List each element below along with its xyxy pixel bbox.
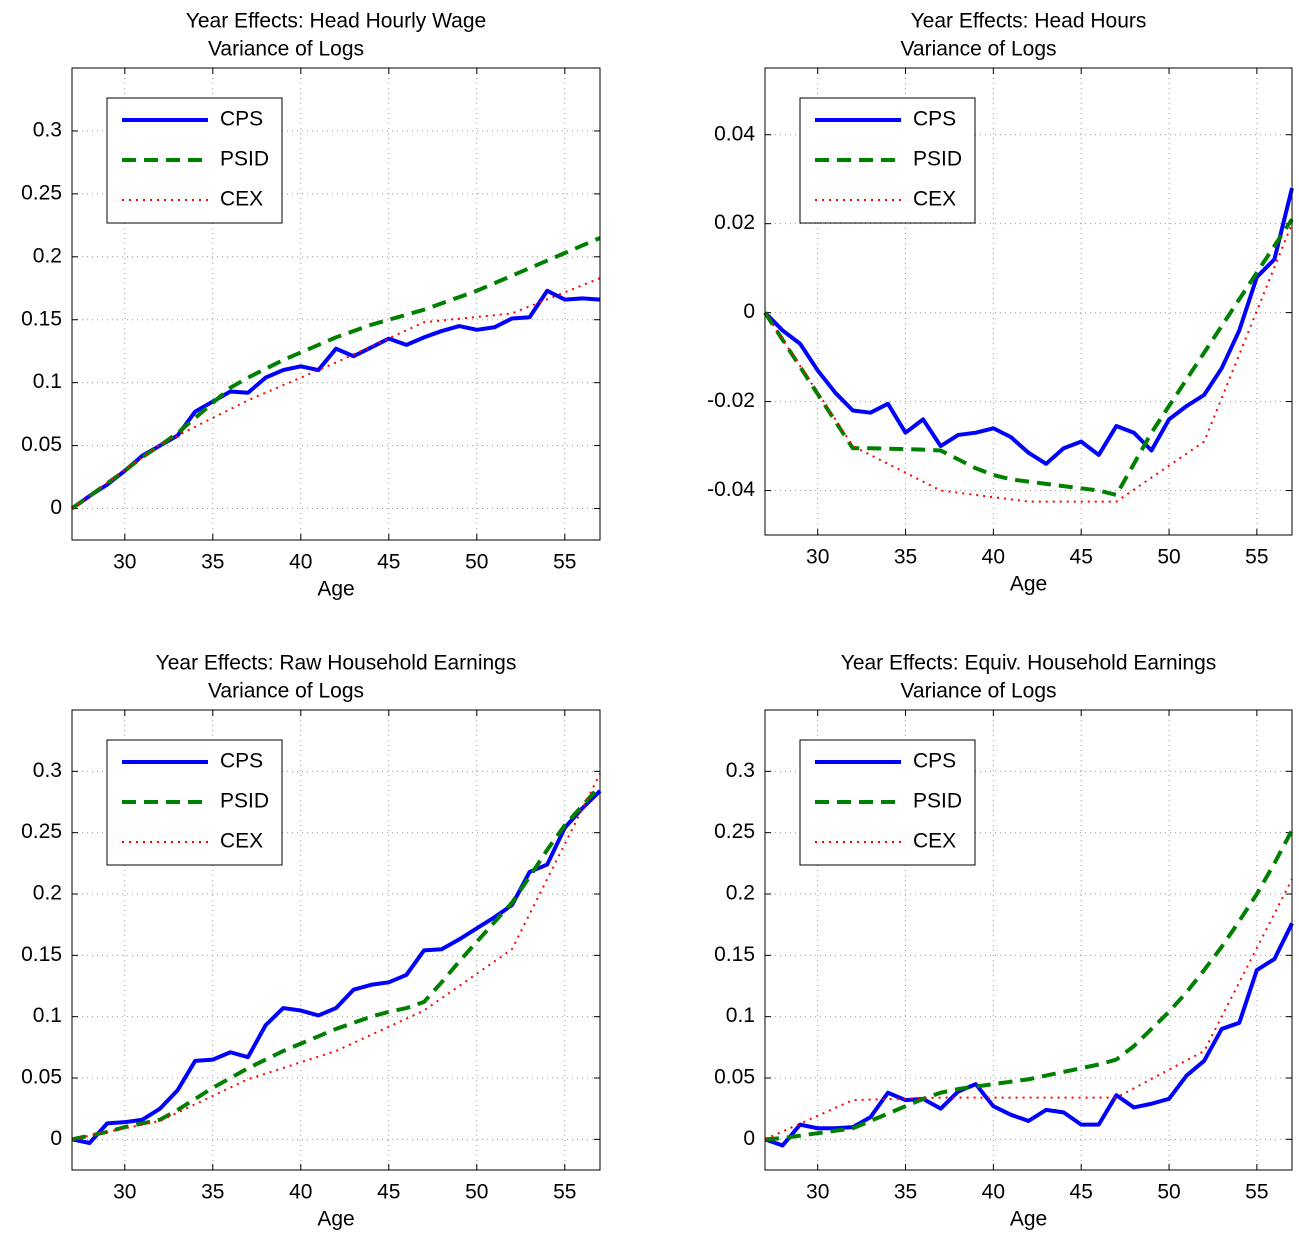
data-line <box>71 773 601 1141</box>
y-tick-label: 0.25 <box>21 181 62 204</box>
data-line <box>763 218 1294 497</box>
x-tick-label: 40 <box>982 546 1005 569</box>
chart-title: Year Effects: Head Hours <box>911 10 1147 33</box>
x-tick-label: 55 <box>553 1181 576 1204</box>
y-tick-label: 0.1 <box>33 1004 62 1027</box>
y-tick-label: 0.15 <box>714 943 755 966</box>
y-tick-label: 0 <box>50 496 62 519</box>
x-axis-label: Age <box>317 578 354 601</box>
x-tick-label: 35 <box>201 1181 224 1204</box>
x-tick-label: 55 <box>553 551 576 574</box>
y-tick-label: -0.04 <box>707 478 755 501</box>
data-line <box>764 223 1293 503</box>
y-tick-label: 0.2 <box>726 882 755 905</box>
x-tick-label: 35 <box>894 546 917 569</box>
y-tick-label: 0.15 <box>21 943 62 966</box>
y-tick-label: 0 <box>743 1127 755 1150</box>
y-tick-label: 0.1 <box>726 1004 755 1027</box>
chart-subtitle: Variance of Logs <box>900 38 1056 61</box>
y-tick-label: 0 <box>50 1127 62 1150</box>
x-tick-label: 45 <box>377 1181 400 1204</box>
legend-label: CEX <box>913 830 956 853</box>
x-tick-label: 40 <box>982 1181 1005 1204</box>
y-tick-label: 0.2 <box>33 244 62 267</box>
y-tick-label: 0.05 <box>714 1066 755 1089</box>
data-line <box>763 187 1294 466</box>
data-line <box>764 829 1294 1142</box>
x-tick-label: 50 <box>465 551 488 574</box>
legend-label: PSID <box>220 148 269 171</box>
y-tick-label: 0.05 <box>21 433 62 456</box>
x-tick-label: 40 <box>289 551 312 574</box>
chart-subtitle: Variance of Logs <box>208 38 364 61</box>
subplot: Year Effects: Head Hours Variance of Logs… <box>707 10 1294 596</box>
x-tick-label: 55 <box>1245 1181 1268 1204</box>
chart-title: Year Effects: Equiv. Household Earnings <box>841 652 1217 675</box>
x-tick-label: 45 <box>1070 546 1093 569</box>
x-tick-label: 30 <box>806 1181 829 1204</box>
x-axis-label: Age <box>317 1208 354 1231</box>
x-tick-label: 40 <box>289 1181 312 1204</box>
y-tick-label: 0.05 <box>21 1066 62 1089</box>
y-tick-label: 0.3 <box>726 759 755 782</box>
y-tick-label: 0.02 <box>714 211 755 234</box>
x-tick-label: 30 <box>806 546 829 569</box>
y-tick-label: 0.25 <box>714 820 755 843</box>
legend-label: CEX <box>220 188 263 211</box>
x-tick-label: 50 <box>1157 1181 1180 1204</box>
legend-label: CEX <box>220 830 263 853</box>
data-line <box>764 878 1293 1141</box>
chart-title: Year Effects: Raw Household Earnings <box>156 652 517 675</box>
x-tick-label: 50 <box>1157 546 1180 569</box>
y-tick-label: 0 <box>743 300 755 323</box>
x-tick-label: 45 <box>377 551 400 574</box>
x-tick-label: 45 <box>1070 1181 1093 1204</box>
y-tick-label: 0.2 <box>33 882 62 905</box>
y-tick-label: 0.25 <box>21 820 62 843</box>
x-axis-label: Age <box>1010 573 1047 596</box>
x-tick-label: 35 <box>894 1181 917 1204</box>
y-tick-label: 0.04 <box>714 122 755 145</box>
data-line <box>71 784 602 1142</box>
legend-label: PSID <box>913 790 962 813</box>
x-tick-label: 35 <box>201 551 224 574</box>
chart-subtitle: Variance of Logs <box>208 680 364 703</box>
x-tick-label: 30 <box>113 1181 136 1204</box>
x-tick-label: 30 <box>113 551 136 574</box>
subplot: Year Effects: Equiv. Household Earnings V… <box>714 652 1294 1231</box>
plot-frame <box>71 709 601 1171</box>
x-axis-label: Age <box>1010 1208 1047 1231</box>
chart-title: Year Effects: Head Hourly Wage <box>186 10 486 33</box>
legend-label: CEX <box>913 188 956 211</box>
y-tick-label: 0.15 <box>21 307 62 330</box>
x-tick-label: 55 <box>1245 546 1268 569</box>
data-line <box>71 277 601 510</box>
data-line <box>70 288 601 511</box>
plot-frame <box>71 67 601 541</box>
y-tick-label: 0.1 <box>33 370 62 393</box>
legend-label: CPS <box>913 108 956 131</box>
subplot: Year Effects: Head Hourly Wage Variance o… <box>21 10 601 601</box>
legend-label: PSID <box>220 790 269 813</box>
legend-label: CPS <box>913 750 956 773</box>
legend-label: CPS <box>220 108 263 131</box>
y-tick-label: 0.3 <box>33 759 62 782</box>
legend-label: CPS <box>220 750 263 773</box>
plot-frame <box>764 709 1293 1171</box>
legend-label: PSID <box>913 148 962 171</box>
subplot: Year Effects: Raw Household Earnings Vari… <box>21 652 602 1231</box>
chart-subtitle: Variance of Logs <box>900 680 1056 703</box>
y-tick-label: 0.3 <box>33 118 62 141</box>
y-tick-label: -0.02 <box>707 389 755 412</box>
data-line <box>70 236 601 511</box>
x-tick-label: 50 <box>465 1181 488 1204</box>
plot-frame <box>764 67 1293 536</box>
